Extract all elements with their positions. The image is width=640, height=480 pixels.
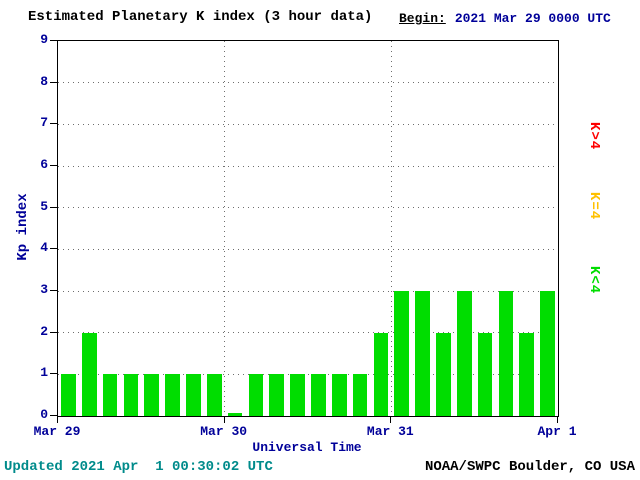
kp-bar: [540, 291, 555, 416]
kp-bar: [331, 374, 347, 416]
y-tick-label: 3: [40, 282, 48, 297]
kp-bar: [165, 374, 180, 416]
y-axis-tick: [50, 81, 57, 83]
legend-k-eq-4: K=4: [586, 192, 602, 221]
x-axis-tick: [223, 417, 225, 423]
gridline-horizontal: [58, 207, 558, 209]
chart-title: Estimated Planetary K index (3 hour data…: [28, 9, 373, 25]
legend-k-lt-4: K<4: [586, 266, 602, 295]
kp-bar: [144, 374, 160, 416]
kp-bar: [61, 374, 76, 416]
gridline-vertical: [390, 41, 392, 416]
y-axis-tick: [50, 415, 57, 416]
gridline-horizontal: [58, 373, 558, 375]
plot-area: [57, 40, 559, 417]
y-tick-label: 6: [40, 157, 48, 172]
x-axis-tick: [57, 417, 58, 423]
gridline-horizontal: [58, 123, 558, 125]
kp-bar: [373, 332, 389, 416]
kp-bar: [456, 291, 472, 416]
kp-bar: [269, 374, 285, 416]
kp-bar: [352, 374, 368, 416]
y-tick-label: 4: [40, 240, 48, 256]
y-axis-tick: [50, 290, 57, 291]
y-axis-tick: [50, 206, 57, 208]
begin-value: 2021 Mar 29 0000 UTC: [454, 11, 611, 26]
kp-bar: [477, 332, 493, 416]
y-axis-tick: [50, 331, 57, 333]
source-credit: NOAA/SWPC Boulder, CO USA: [424, 459, 635, 475]
gridline-horizontal: [58, 82, 558, 84]
kp-bar: [415, 291, 430, 416]
kp-bar: [394, 291, 410, 416]
y-axis-tick: [50, 248, 57, 250]
kp-bar: [311, 374, 326, 416]
kp-bar: [102, 374, 118, 416]
kp-bar: [227, 413, 243, 416]
y-tick-label: 5: [40, 198, 48, 214]
x-axis-tick: [557, 417, 558, 423]
updated-timestamp: Updated 2021 Apr 1 00:30:02 UTC: [4, 459, 273, 475]
y-axis-tick: [50, 373, 57, 375]
kp-bar: [436, 332, 451, 416]
kp-bar: [186, 374, 201, 416]
y-axis-tick: [50, 123, 57, 125]
gridline-horizontal: [58, 332, 558, 334]
x-tick-label: Mar 31: [366, 424, 414, 439]
begin-label: Begin:: [399, 11, 446, 26]
kp-bar: [498, 291, 514, 416]
gridline-vertical: [224, 41, 226, 416]
x-axis-title: Universal Time: [252, 440, 362, 455]
kp-bar: [81, 332, 97, 416]
y-tick-label: 0: [40, 407, 48, 422]
legend-k-gt-4: K>4: [586, 122, 602, 151]
y-axis-tick: [50, 165, 57, 166]
x-axis-tick: [390, 417, 392, 423]
y-tick-label: 8: [40, 73, 48, 89]
y-tick-label: 2: [40, 323, 48, 339]
x-tick-label: Apr 1: [537, 424, 577, 439]
x-tick-label: Mar 30: [200, 424, 248, 439]
y-axis-tick: [50, 40, 57, 41]
kp-bar: [519, 332, 535, 416]
begin-timestamp: Begin: 2021 Mar 29 0000 UTC: [399, 11, 611, 26]
kp-bar: [290, 374, 305, 416]
gridline-horizontal: [58, 248, 558, 250]
kp-bar: [248, 374, 264, 416]
x-tick-label: Mar 29: [33, 424, 81, 439]
y-tick-label: 1: [40, 365, 48, 381]
y-tick-label: 7: [40, 115, 48, 131]
y-tick-label: 9: [40, 32, 48, 47]
kp-bar: [123, 374, 139, 416]
gridline-horizontal: [58, 290, 558, 292]
gridline-horizontal: [58, 165, 558, 167]
kp-bar: [206, 374, 222, 416]
